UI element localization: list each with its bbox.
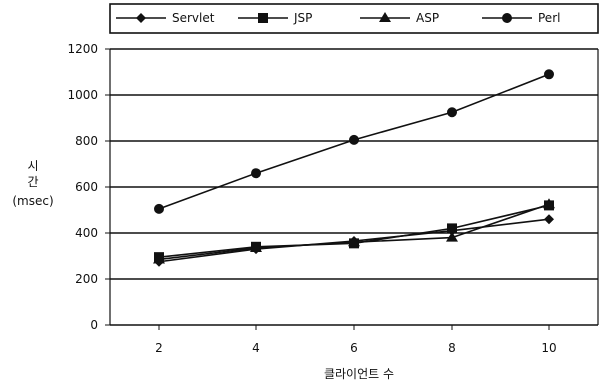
x-tick-label: 8 — [448, 341, 456, 355]
x-tick-label: 10 — [541, 341, 556, 355]
y-tick-label: 1200 — [67, 42, 98, 56]
data-point — [447, 107, 457, 118]
x-axis-title: 클라이언트 수 — [324, 367, 394, 381]
data-point — [544, 69, 554, 80]
x-tick-label: 2 — [155, 341, 163, 355]
y-axis-title: 시 — [27, 159, 38, 173]
y-tick-label: 0 — [90, 318, 98, 332]
data-point — [447, 223, 457, 234]
axis-labels: 0 200 400 600 800 1000 1200 2 4 6 8 10 클라이언트 수 시간 (mse… — [12, 42, 556, 381]
axes — [105, 48, 599, 330]
grid-lines — [110, 48, 598, 280]
legend-label: Perl — [538, 11, 560, 25]
legend: Servlet JSP ASP Perl — [109, 3, 599, 34]
series-perl — [154, 69, 554, 214]
legend-label: JSP — [293, 11, 312, 25]
legend-marker-diamond — [136, 13, 146, 23]
data-point — [544, 214, 554, 225]
data-point — [153, 253, 165, 264]
y-tick-label: 400 — [75, 226, 98, 240]
data-point — [154, 203, 164, 214]
y-axis-title: (msec) — [12, 194, 53, 208]
legend-label: ASP — [416, 11, 439, 25]
y-tick-label: 600 — [75, 180, 98, 194]
data-point — [250, 241, 262, 252]
y-axis-title: 간 — [27, 175, 38, 189]
data-point — [446, 231, 458, 242]
x-tick-label: 4 — [252, 341, 260, 355]
data-point — [348, 236, 360, 247]
legend-marker-square — [258, 13, 268, 23]
series-asp — [153, 198, 555, 264]
series-layer — [153, 69, 555, 267]
data-point — [251, 168, 261, 179]
series-line — [158, 204, 550, 258]
data-point — [543, 198, 555, 209]
y-tick-label: 1000 — [67, 88, 98, 102]
legend-label: Servlet — [172, 11, 215, 25]
y-tick-label: 200 — [75, 272, 98, 286]
legend-marker-triangle — [379, 12, 391, 22]
y-tick-label: 800 — [75, 134, 98, 148]
data-point — [349, 134, 359, 145]
x-tick-label: 6 — [350, 341, 358, 355]
legend-marker-circle — [502, 13, 512, 23]
